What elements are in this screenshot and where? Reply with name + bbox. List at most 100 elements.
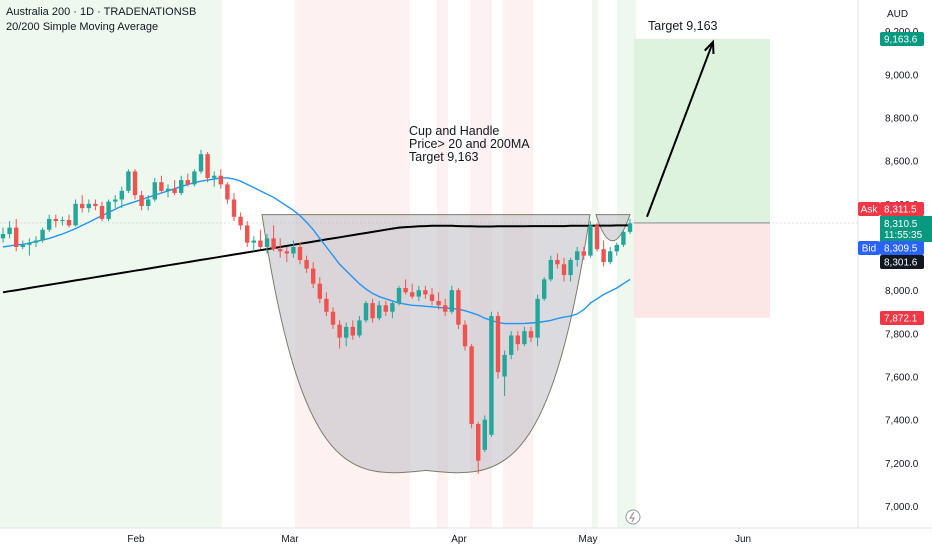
candle[interactable] — [542, 277, 547, 301]
candle[interactable] — [522, 326, 527, 347]
candle[interactable] — [245, 221, 250, 247]
candle[interactable] — [357, 316, 362, 338]
target-note[interactable]: Target 9,163 — [648, 19, 718, 33]
candle[interactable] — [132, 169, 138, 200]
currency-label[interactable]: AUD — [887, 9, 908, 20]
candle[interactable] — [311, 262, 316, 288]
candle[interactable] — [7, 221, 12, 239]
candle[interactable] — [324, 292, 329, 317]
symbol-title[interactable]: Australia 200 · 1D · TRADENATIONSB — [6, 6, 197, 18]
candle[interactable] — [146, 195, 151, 211]
candle[interactable] — [594, 223, 600, 252]
candle[interactable] — [185, 173, 190, 187]
candle[interactable] — [429, 287, 435, 306]
candle[interactable] — [627, 218, 633, 235]
candle[interactable] — [535, 294, 540, 347]
ask-price-tag[interactable]: 8,311.5 — [880, 202, 924, 216]
candle[interactable] — [126, 169, 131, 194]
candle[interactable] — [469, 344, 474, 429]
candle[interactable] — [403, 279, 408, 295]
candle[interactable] — [271, 225, 276, 252]
candle[interactable] — [482, 415, 487, 453]
candle[interactable] — [330, 307, 336, 330]
candle[interactable] — [588, 221, 593, 258]
ma200-line[interactable] — [2, 224, 630, 294]
candle[interactable] — [509, 331, 514, 360]
candle[interactable] — [370, 298, 375, 323]
candle[interactable] — [423, 285, 428, 299]
candle[interactable] — [614, 242, 619, 256]
candle[interactable] — [621, 229, 626, 247]
candle[interactable] — [489, 311, 494, 437]
candle[interactable] — [555, 253, 560, 269]
candle[interactable] — [456, 287, 461, 330]
candle[interactable] — [179, 175, 184, 196]
candle[interactable] — [86, 199, 91, 213]
candle[interactable] — [198, 149, 204, 174]
candle[interactable] — [93, 199, 98, 211]
candle[interactable] — [218, 169, 223, 189]
candle[interactable] — [0, 227, 6, 243]
bid-label-tag[interactable]: Bid — [858, 241, 880, 255]
target-price-tag[interactable]: 9,163.6 — [880, 32, 924, 46]
ask-label-tag[interactable]: Ask — [858, 202, 880, 216]
candle[interactable] — [27, 238, 32, 256]
candle[interactable] — [251, 236, 256, 252]
stop-price-tag[interactable]: 7,872.1 — [880, 311, 924, 325]
candle[interactable] — [47, 214, 52, 232]
candle[interactable] — [14, 218, 19, 252]
candle[interactable] — [231, 193, 237, 222]
candle[interactable] — [192, 169, 197, 187]
candle[interactable] — [106, 199, 111, 222]
ma200-price-tag[interactable]: 8,301.6 — [880, 255, 924, 269]
candle[interactable] — [165, 184, 171, 198]
candle[interactable] — [304, 255, 309, 273]
candle[interactable] — [317, 277, 322, 304]
candle[interactable] — [205, 152, 210, 183]
candle[interactable] — [264, 234, 270, 254]
pattern-note-line[interactable]: Price> 20 and 200MA — [409, 137, 530, 151]
candle[interactable] — [449, 285, 454, 314]
bid-price-tag[interactable]: 8,309.5 — [880, 241, 924, 255]
candle[interactable] — [601, 240, 606, 267]
candle[interactable] — [390, 300, 395, 319]
candle[interactable] — [33, 236, 39, 247]
candle[interactable] — [152, 177, 157, 202]
candle[interactable] — [73, 199, 78, 227]
candle[interactable] — [66, 214, 72, 228]
candle[interactable] — [350, 320, 355, 340]
candle[interactable] — [410, 283, 415, 299]
candle[interactable] — [528, 326, 534, 342]
pattern-note-line[interactable]: Target 9,163 — [409, 150, 479, 164]
candle[interactable] — [53, 214, 58, 228]
candle[interactable] — [40, 227, 45, 243]
candle[interactable] — [344, 322, 349, 347]
candle[interactable] — [608, 246, 613, 265]
pattern-note-line[interactable]: Cup and Handle — [409, 124, 499, 138]
candle[interactable] — [568, 257, 573, 282]
candle[interactable] — [548, 255, 553, 282]
loss-zone[interactable] — [634, 222, 770, 318]
candle[interactable] — [515, 331, 520, 351]
candle[interactable] — [172, 180, 177, 196]
candle[interactable] — [383, 300, 388, 317]
candle[interactable] — [238, 212, 243, 230]
candle[interactable] — [581, 246, 586, 260]
candle[interactable] — [337, 320, 342, 349]
last-price-box[interactable] — [880, 216, 932, 242]
candle[interactable] — [291, 240, 296, 258]
candle[interactable] — [377, 300, 382, 321]
candle[interactable] — [416, 285, 421, 301]
candle[interactable] — [436, 292, 441, 310]
target-arrow[interactable] — [646, 41, 714, 218]
candle[interactable] — [396, 285, 402, 306]
candle[interactable] — [119, 186, 124, 209]
candle[interactable] — [113, 195, 118, 209]
candle[interactable] — [575, 246, 580, 267]
candle[interactable] — [60, 216, 65, 226]
candle[interactable] — [495, 311, 501, 379]
candle[interactable] — [139, 190, 144, 211]
candle[interactable] — [363, 300, 369, 323]
candle[interactable] — [20, 240, 25, 250]
